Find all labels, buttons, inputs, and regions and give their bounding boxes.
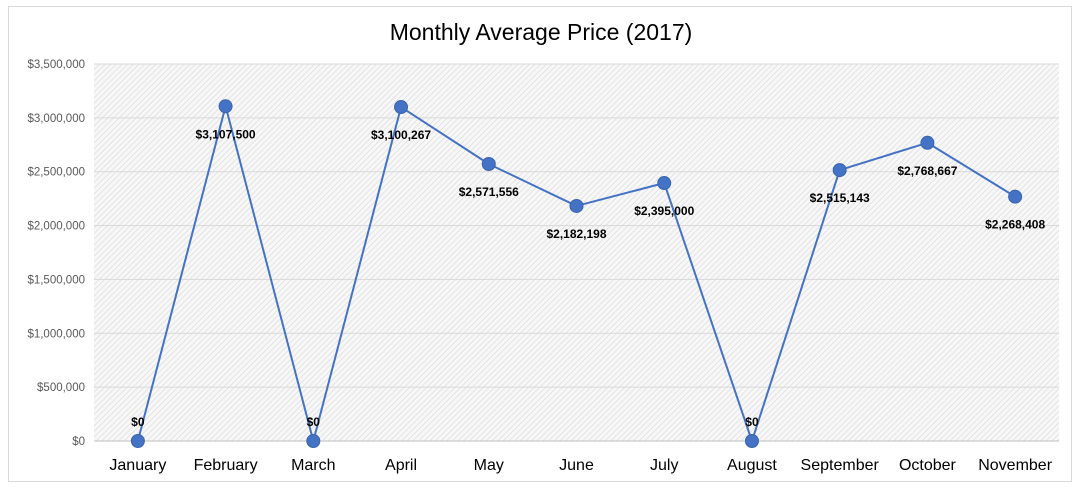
y-tick-label: $3,500,000: [27, 59, 85, 71]
data-point: [130, 434, 145, 448]
data-point: [481, 157, 496, 172]
data-point: [218, 99, 233, 114]
data-point: [657, 176, 672, 191]
chart-title: Monthly Average Price (2017): [390, 19, 693, 45]
data-label: $3,100,267: [371, 128, 431, 142]
x-tick-label: March: [291, 457, 335, 474]
x-tick-label: June: [559, 457, 594, 474]
data-label: $2,182,198: [546, 227, 606, 241]
data-point: [394, 100, 409, 115]
data-point: [569, 198, 584, 213]
data-label: $2,268,408: [985, 218, 1045, 232]
series-price: [130, 99, 1023, 448]
data-point: [1008, 189, 1023, 204]
x-axis: January February March April May June July Augu…: [109, 457, 1052, 474]
y-tick-label: $1,000,000: [27, 328, 85, 340]
data-labels: $0 $3,107,500 $0 $3,100,267 $2,571,556 $2,182…: [131, 127, 1045, 429]
x-tick-label: July: [650, 457, 678, 474]
data-point: [920, 135, 935, 150]
x-tick-label: January: [109, 457, 166, 474]
y-tick-label: $1,500,000: [27, 274, 85, 286]
gridlines: [94, 63, 1059, 442]
y-tick-label: $2,000,000: [27, 221, 85, 233]
y-tick-label: $0: [72, 436, 85, 448]
y-axis: $0 $500,000 $1,000,000 $1,500,000 $2,000,000…: [27, 59, 85, 448]
x-tick-label: February: [194, 457, 258, 474]
data-label: $2,571,556: [459, 185, 519, 199]
data-label: $0: [745, 415, 759, 429]
line-chart: Monthly Average Price (2017) $0$500,000$…: [27, 19, 1059, 474]
y-tick-label: $3,000,000: [27, 113, 85, 125]
x-tick-label: October: [899, 457, 957, 474]
y-tick-label: $2,500,000: [27, 167, 85, 179]
y-tick-label: $500,000: [37, 382, 85, 394]
x-tick-label: May: [474, 457, 504, 474]
data-label: $3,107,500: [196, 127, 256, 141]
data-point: [832, 163, 847, 178]
data-label: $0: [307, 415, 321, 429]
x-tick-label: April: [385, 457, 417, 474]
x-tick-label: August: [727, 457, 777, 474]
data-label: $0: [131, 415, 145, 429]
plot-area: [94, 64, 1059, 441]
data-label: $2,515,143: [810, 191, 870, 205]
x-tick-label: September: [801, 457, 880, 474]
data-point: [306, 434, 321, 448]
chart-frame: Monthly Average Price (2017) $0 $500,000 $…: [8, 6, 1072, 482]
data-point: [744, 434, 759, 448]
x-tick-label: November: [978, 457, 1052, 474]
data-label: $2,395,000: [634, 204, 694, 218]
data-label: $2,768,667: [897, 164, 957, 178]
